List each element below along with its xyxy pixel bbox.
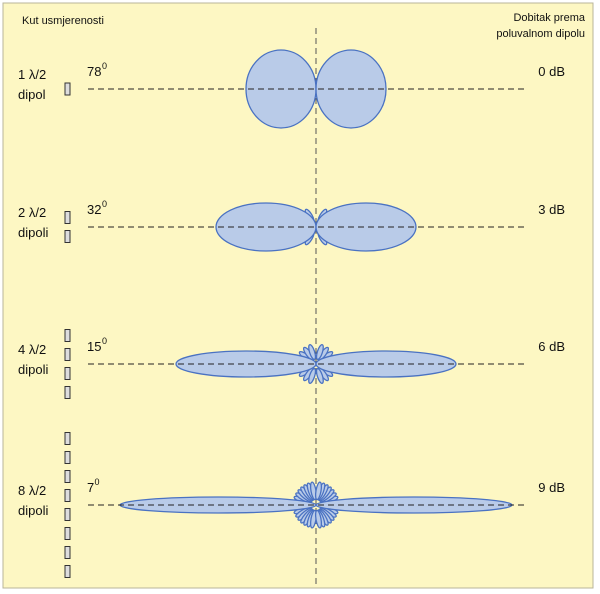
side-lobe — [315, 367, 324, 384]
degree: 0 — [102, 61, 107, 71]
angle: 78 — [87, 64, 101, 79]
dipole-icon — [64, 470, 71, 483]
side-lobe — [314, 509, 323, 529]
main-lobe — [175, 350, 317, 378]
right-title: Dobitak prema — [513, 12, 585, 24]
dipole-icon — [64, 432, 71, 445]
dipole-icon — [64, 508, 71, 521]
dipole-icon — [64, 348, 71, 361]
dipole-icon — [64, 386, 71, 399]
dipole-icon — [64, 451, 71, 464]
main-lobe — [315, 202, 417, 252]
gain: 0 dB — [538, 64, 565, 79]
degree: 0 — [102, 199, 107, 209]
gain: 9 dB — [538, 480, 565, 495]
side-lobe — [308, 344, 317, 361]
dipole-icon — [64, 367, 71, 380]
row-label: dipoli — [18, 503, 48, 518]
dipole-icon — [64, 489, 71, 502]
degree: 0 — [102, 336, 107, 346]
gain: 6 dB — [538, 339, 565, 354]
side-lobe — [308, 367, 317, 384]
row-label: 4 λ/2 — [18, 342, 46, 357]
degree: 0 — [95, 477, 100, 487]
side-lobe — [314, 481, 323, 501]
row-label: 1 λ/2 — [18, 67, 46, 82]
gain: 3 dB — [538, 202, 565, 217]
dipole-icon — [64, 329, 71, 342]
row-label: 2 λ/2 — [18, 205, 46, 220]
right-title: poluvalnom dipolu — [496, 28, 585, 40]
row-label: dipol — [18, 87, 46, 102]
side-lobe — [315, 344, 324, 361]
dipole-icon — [64, 211, 71, 224]
left-title: Kut usmjerenosti — [22, 15, 104, 27]
angle: 32 — [87, 202, 101, 217]
dipole-icon — [64, 546, 71, 559]
angle: 7 — [87, 480, 94, 495]
main-lobe — [315, 350, 457, 378]
row-label: dipoli — [18, 225, 48, 240]
row-label: dipoli — [18, 362, 48, 377]
row-label: 8 λ/2 — [18, 483, 46, 498]
dipole-icon — [64, 82, 71, 96]
dipole-icon — [64, 230, 71, 243]
angle: 15 — [87, 339, 101, 354]
dipole-icon — [64, 527, 71, 540]
dipole-icon — [64, 565, 71, 578]
